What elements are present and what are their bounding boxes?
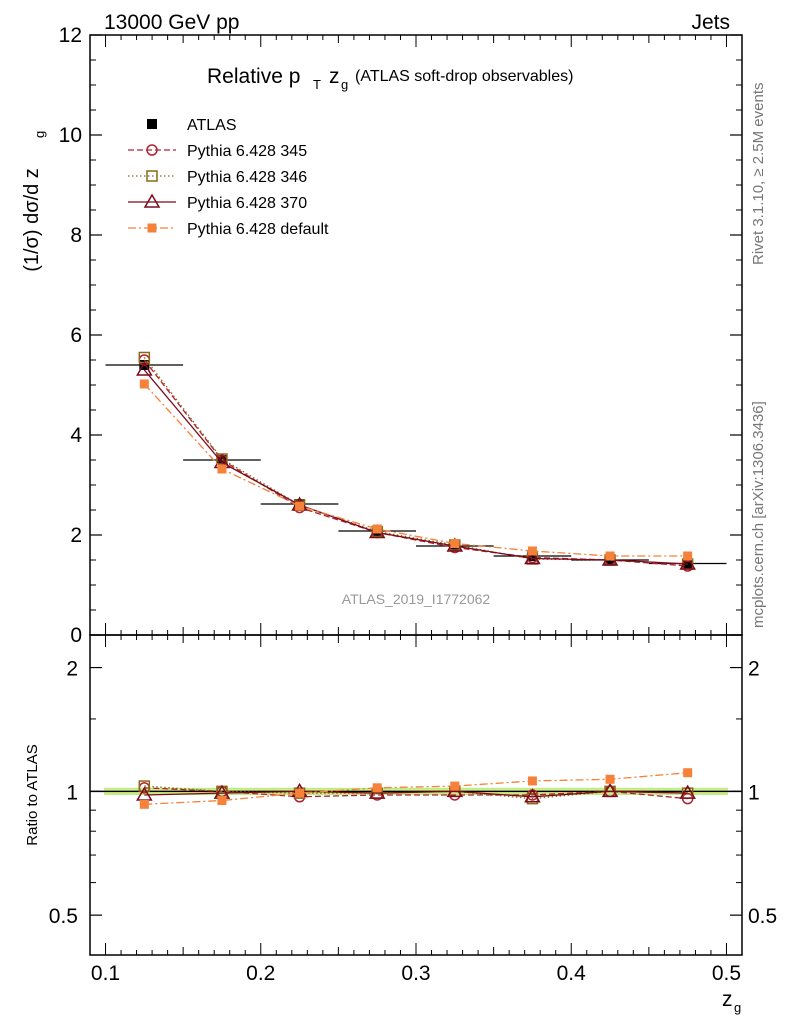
process-label: Jets	[691, 11, 730, 34]
legend-marker	[146, 144, 158, 156]
series-4	[139, 379, 693, 561]
legend-marker	[143, 193, 161, 208]
data-point	[527, 551, 538, 561]
x-tick-label: 0.3	[401, 962, 430, 985]
plot-title-main: Relative p	[207, 65, 300, 88]
plot-title-z: z	[329, 65, 340, 88]
ratio-data-point	[372, 783, 382, 793]
mcplots-credit-label: mcplots.cern.ch [arXiv:1306.3436]	[750, 401, 767, 628]
data-point	[136, 361, 153, 376]
ratio-y-tick-label: 2	[66, 658, 78, 681]
ratio-plot-area: 0.5 0.5 1 1 2 2 0.1 0.2 0.3 0.4 0.5	[49, 634, 777, 985]
main-ylabel: (1/σ) dσ/d z g	[21, 131, 47, 272]
legend-label: Pythia 6.428 370	[187, 195, 307, 212]
data-point	[527, 546, 537, 556]
data-point	[605, 551, 615, 561]
series-0	[105, 360, 727, 569]
ratio-data-point	[139, 799, 149, 809]
ratio-y-tick-label-right: 2	[748, 658, 760, 681]
plot-title-sub-t: T	[313, 77, 321, 92]
y-tick-label: 0	[70, 624, 82, 647]
x-tick-label: 0.5	[712, 962, 741, 985]
legend: ATLAS Pythia 6.428 345 Pythia 6.428 346 Pyt…	[128, 117, 329, 238]
data-point	[450, 539, 460, 548]
ratio-ylabel: Ratio to ATLAS	[24, 744, 41, 845]
ratio-data-point	[527, 776, 537, 786]
main-ylabel-text: (1/σ) dσ/d z	[21, 168, 43, 272]
legend-entry: Pythia 6.428 default	[128, 221, 329, 238]
legend-entry: Pythia 6.428 346	[128, 169, 307, 186]
legend-label: ATLAS	[187, 117, 237, 134]
y-tick-label: 4	[70, 424, 82, 447]
x-tick-label: 0.1	[91, 962, 120, 985]
energy-label: 13000 GeV pp	[104, 11, 239, 34]
ratio-series-line	[144, 772, 688, 805]
xlabel-sub: g	[734, 1000, 741, 1015]
x-tick-label: 0.2	[246, 962, 275, 985]
data-point	[679, 555, 696, 570]
analysis-watermark: ATLAS_2019_I1772062	[342, 591, 491, 607]
ratio-series-3	[139, 768, 693, 809]
y-tick-label: 10	[59, 124, 82, 147]
plot-title-paren: (ATLAS soft-drop observables)	[355, 68, 573, 85]
plot-title-sub-g: g	[341, 77, 348, 92]
ratio-data-point	[601, 782, 619, 798]
legend-label: Pythia 6.428 default	[187, 221, 329, 238]
data-point	[372, 524, 382, 534]
ratio-data-point	[295, 788, 305, 798]
ratio-data-point	[138, 780, 151, 792]
ratio-y-tick-label-right: 1	[748, 781, 760, 804]
y-tick-label: 6	[70, 324, 82, 347]
y-tick-label: 12	[59, 24, 82, 47]
series-line	[143, 369, 688, 565]
legend-marker	[147, 119, 157, 129]
data-point	[295, 501, 305, 511]
y-tick-label: 8	[70, 224, 82, 247]
ratio-data-point	[450, 781, 460, 791]
ratio-data-point	[605, 774, 615, 784]
data-point	[217, 464, 227, 474]
xlabel: z	[722, 988, 733, 1011]
legend-entry: Pythia 6.428 345	[128, 143, 307, 160]
data-point	[683, 551, 693, 561]
main-plot-area: 0 2 4 6 8 10 12	[59, 24, 743, 647]
x-tick-label: 0.4	[557, 962, 587, 985]
legend-label: Pythia 6.428 345	[187, 143, 307, 160]
ratio-series-line	[144, 790, 688, 798]
ratio-y-tick-label-right: 0.5	[748, 905, 777, 928]
y-tick-label: 2	[70, 524, 82, 547]
data-point	[139, 379, 149, 389]
ratio-data-point	[524, 788, 541, 803]
ratio-data-point	[683, 768, 693, 778]
legend-marker	[146, 170, 158, 182]
rivet-version-label: Rivet 3.1.10, ≥ 2.5M events	[750, 83, 767, 266]
main-ylabel-sub: g	[32, 131, 47, 138]
legend-entry: Pythia 6.428 370	[128, 193, 307, 212]
ratio-data-point	[679, 784, 696, 799]
ratio-y-tick-label: 0.5	[49, 905, 78, 928]
legend-entry: ATLAS	[147, 117, 237, 134]
series-line	[143, 359, 688, 567]
ratio-y-tick-label: 1	[66, 781, 78, 804]
legend-marker	[147, 223, 157, 233]
data-point	[524, 550, 541, 565]
data-point	[216, 453, 228, 465]
series-line	[143, 383, 688, 557]
ratio-data-point	[217, 796, 227, 806]
legend-label: Pythia 6.428 346	[187, 169, 307, 186]
